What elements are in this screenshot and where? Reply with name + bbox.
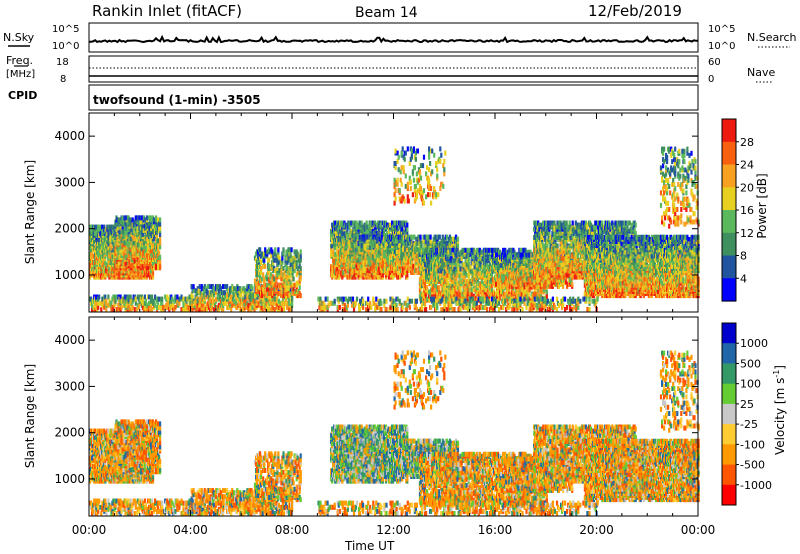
freq-unit: [MHz] [6,69,35,80]
date-label: 12/Feb/2019 [588,2,682,20]
nsky-scale-top: 10^5 [52,24,79,35]
cpid-panel: twofsound (1-min) -3505 [89,85,698,110]
heatmap-cell [107,225,109,230]
power-heatmap-cells [89,146,700,312]
radar-summary-figure: Rankin Inlet (fitACF) Beam 14 12/Feb/201… [0,0,800,554]
nave-right-top: 60 [708,57,721,68]
freq-left-bottom: 8 [60,74,66,85]
nave-right-bottom: 0 [708,74,714,85]
heatmap-cell [117,217,119,222]
freq-label: Freq. [6,54,33,67]
cpid-text: twofsound (1-min) -3505 [93,93,261,107]
freq-left-top: 18 [56,57,69,68]
nsearch-scale-bottom: 10^0 [708,41,735,52]
beam-label: Beam 14 [355,5,418,21]
station-title: Rankin Inlet (fitACF) [92,2,242,20]
nsky-scale-bottom: 10^0 [52,41,79,52]
nsearch-label: N.Search [747,31,797,44]
nsearch-scale-top: 10^5 [708,24,735,35]
nsky-panel: N.Sky 10^5 10^0 10^5 10^0 N.Search [3,23,797,52]
nsky-label: N.Sky [3,31,35,44]
nave-label: Nave [747,66,775,79]
nsky-trace [89,37,698,42]
heatmap-cell [124,240,126,245]
cpid-label: CPID [8,89,37,102]
